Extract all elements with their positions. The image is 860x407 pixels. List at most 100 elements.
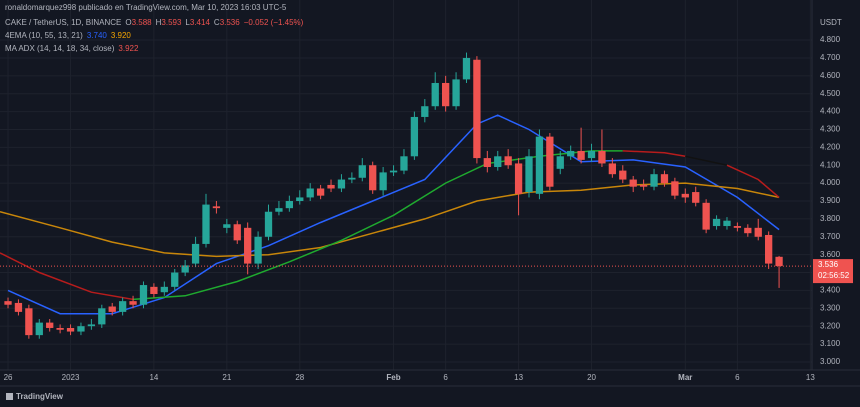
candle-body (87, 324, 96, 327)
indicator-name: 4EMA (10, 55, 13, 21) (5, 31, 83, 40)
x-tick-label: 6 (443, 373, 448, 382)
indicator-line (685, 155, 728, 166)
candle-body (452, 79, 460, 107)
candle-body (723, 220, 731, 227)
ohlc-value: 3.588 (132, 18, 153, 27)
ohlc-letter: C (214, 18, 220, 27)
candle-body (546, 136, 554, 187)
countdown: 02:56:52 (818, 271, 850, 280)
x-tick-label: 6 (735, 373, 740, 382)
candle-body (233, 224, 241, 241)
candle-body (379, 172, 387, 191)
y-tick-label: 4.800 (820, 35, 841, 44)
ohlc-letter: L (185, 18, 190, 27)
indicator-line (0, 252, 134, 301)
candle-body (400, 156, 408, 171)
candle-body (619, 170, 627, 180)
candle-body (129, 301, 137, 305)
y-tick-label: 3.800 (820, 214, 841, 223)
candle-body (681, 193, 689, 198)
y-tick-label: 3.000 (820, 357, 841, 366)
candle-body (4, 301, 12, 305)
candle-body (118, 301, 127, 312)
candle-body (25, 308, 33, 336)
candle-body (556, 156, 564, 169)
candle-body (306, 188, 314, 198)
symbol: CAKE / TetherUS, 1D, BINANCE (5, 18, 121, 27)
candle-body (567, 150, 575, 157)
x-tick-label: Mar (678, 373, 692, 382)
y-tick-label: 4.200 (820, 142, 841, 151)
y-tick-label: 4.500 (820, 89, 841, 98)
change: −0.052 (−1.45%) (244, 18, 304, 27)
candle-body (358, 165, 366, 178)
candle-body (462, 57, 471, 80)
indicator-legend: 4EMA (10, 55, 13, 21) 3.740 3.920 (5, 31, 131, 40)
candle-body (744, 227, 752, 234)
indicator-line (0, 182, 780, 258)
header: ronaldomarquez998 publicado en TradingVi… (5, 3, 287, 12)
candle-body (608, 163, 617, 175)
brand: TradingView (16, 392, 64, 401)
candle-body (98, 308, 106, 325)
y-tick-label: 3.600 (820, 250, 841, 259)
x-tick-label: 20 (587, 373, 596, 382)
candle-body (765, 234, 773, 264)
y-tick-label: 4.000 (820, 178, 841, 187)
candle-body (483, 158, 491, 168)
x-tick-label: 2023 (62, 373, 80, 382)
indicator-line (133, 150, 623, 301)
y-tick-label: 3.200 (820, 321, 841, 330)
candle-body (348, 177, 356, 180)
candle-body (191, 243, 200, 264)
candle-body (244, 227, 252, 264)
candle-body (212, 206, 221, 209)
candle-body (14, 302, 23, 312)
indicator-line (726, 164, 780, 198)
last-price: 3.536 (818, 260, 839, 269)
x-tick-label: 28 (295, 373, 304, 382)
x-tick-label: Feb (386, 373, 400, 382)
last-price-tag (813, 259, 853, 284)
y-tick-label: 3.700 (820, 232, 841, 241)
candle-body (639, 184, 648, 187)
indicator-reading: 3.740 (87, 31, 108, 40)
candle-body (473, 59, 481, 159)
ohlc-letter: O (125, 18, 131, 27)
y-tick-label: 3.100 (820, 339, 841, 348)
y-tick-label: 4.100 (820, 160, 841, 169)
currency: USDT (820, 18, 842, 27)
x-tick-label: 26 (4, 373, 13, 382)
candle-body (598, 150, 606, 164)
candle-body (525, 156, 533, 193)
candle-body (327, 184, 335, 189)
candle-body (712, 218, 721, 227)
ohlc-value: 3.593 (161, 18, 182, 27)
candle-body (108, 306, 116, 312)
candle-body (139, 285, 148, 305)
ohlc-letter: H (156, 18, 162, 27)
candle-body (316, 188, 325, 196)
candle-body (66, 327, 75, 332)
candle-body (629, 179, 637, 187)
x-tick-label: 14 (149, 373, 158, 382)
candle-body (494, 156, 502, 168)
indicator-name: MA ADX (14, 14, 18, 34, close) (5, 44, 115, 53)
candle-body (202, 204, 210, 244)
candle-body (223, 224, 231, 228)
x-tick-label: 21 (222, 373, 231, 382)
candle-body (181, 265, 189, 273)
indicator-reading: 3.920 (111, 31, 132, 40)
candle-body (410, 116, 419, 157)
candle-body (421, 106, 429, 117)
x-tick-label: 13 (514, 373, 523, 382)
candle-body (754, 227, 762, 237)
candle-body (337, 179, 346, 189)
candle-body (587, 150, 596, 159)
indicator-line (622, 150, 686, 158)
y-tick-label: 4.600 (820, 71, 841, 80)
candle-body (389, 170, 398, 173)
y-tick-label: 3.400 (820, 286, 841, 295)
